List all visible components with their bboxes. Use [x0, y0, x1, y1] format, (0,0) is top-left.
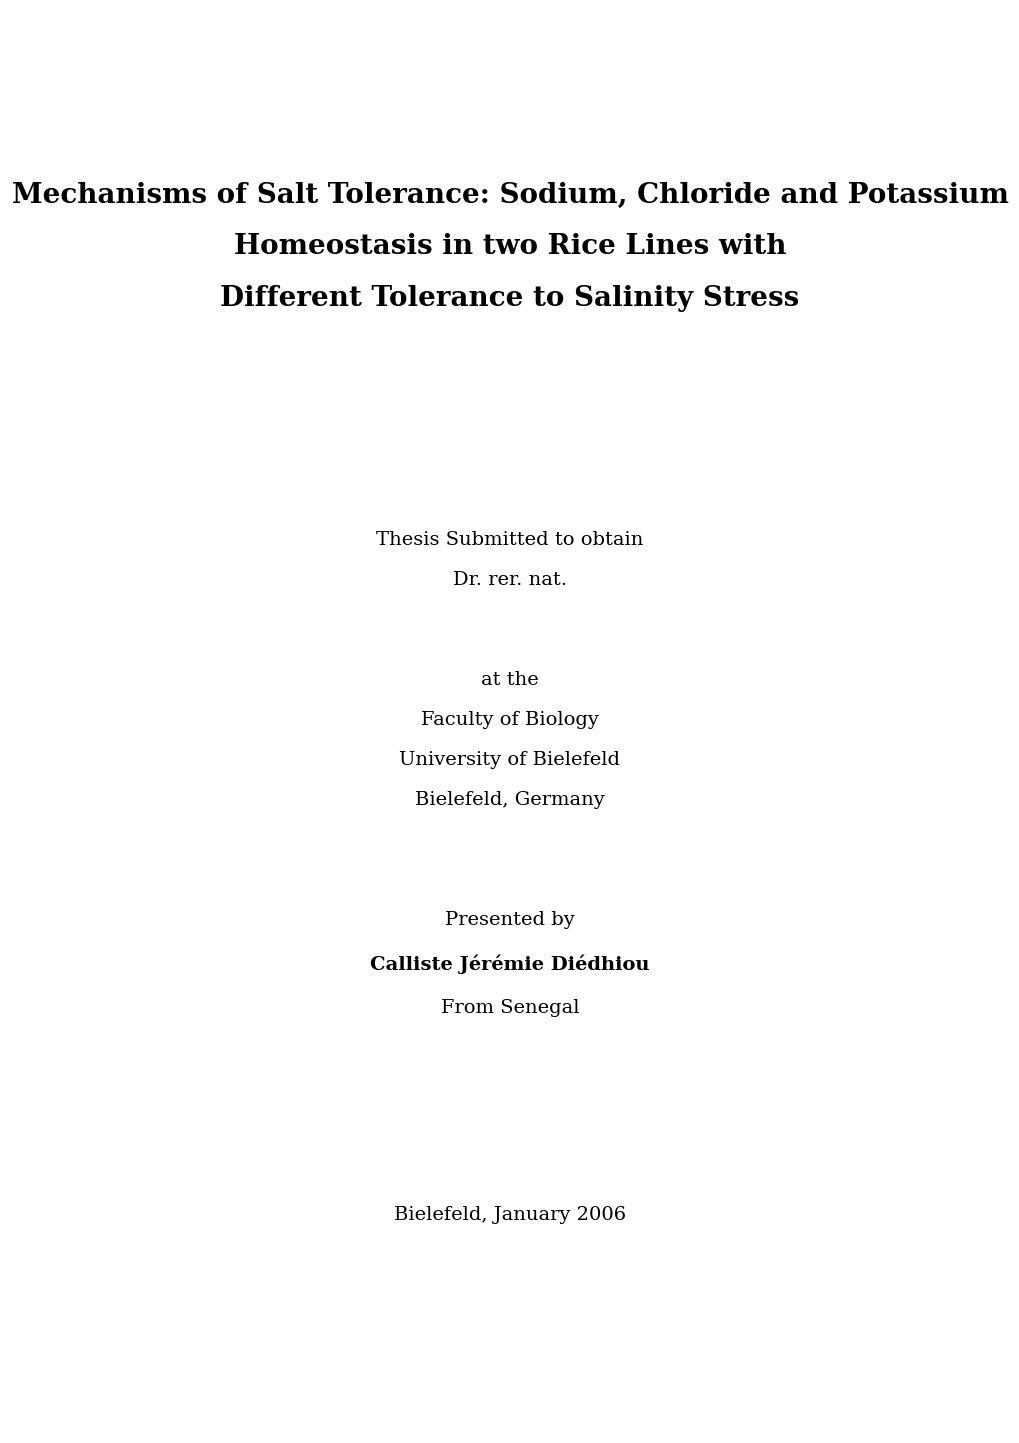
Text: From Senegal: From Senegal	[440, 999, 579, 1017]
Text: at the: at the	[481, 671, 538, 688]
Text: Faculty of Biology: Faculty of Biology	[421, 711, 598, 729]
Text: Calliste Jérémie Diédhiou: Calliste Jérémie Diédhiou	[370, 954, 649, 974]
Text: Presented by: Presented by	[444, 911, 575, 929]
Text: Homeostasis in two Rice Lines with: Homeostasis in two Rice Lines with	[233, 234, 786, 261]
Text: University of Bielefeld: University of Bielefeld	[399, 750, 620, 769]
Text: Thesis Submitted to obtain: Thesis Submitted to obtain	[376, 531, 643, 548]
Text: Mechanisms of Salt Tolerance: Sodium, Chloride and Potassium: Mechanisms of Salt Tolerance: Sodium, Ch…	[11, 182, 1008, 208]
Text: Different Tolerance to Salinity Stress: Different Tolerance to Salinity Stress	[220, 286, 799, 313]
Text: Bielefeld, January 2006: Bielefeld, January 2006	[393, 1206, 626, 1224]
Text: Dr. rer. nat.: Dr. rer. nat.	[452, 571, 567, 589]
Text: Bielefeld, Germany: Bielefeld, Germany	[415, 791, 604, 810]
